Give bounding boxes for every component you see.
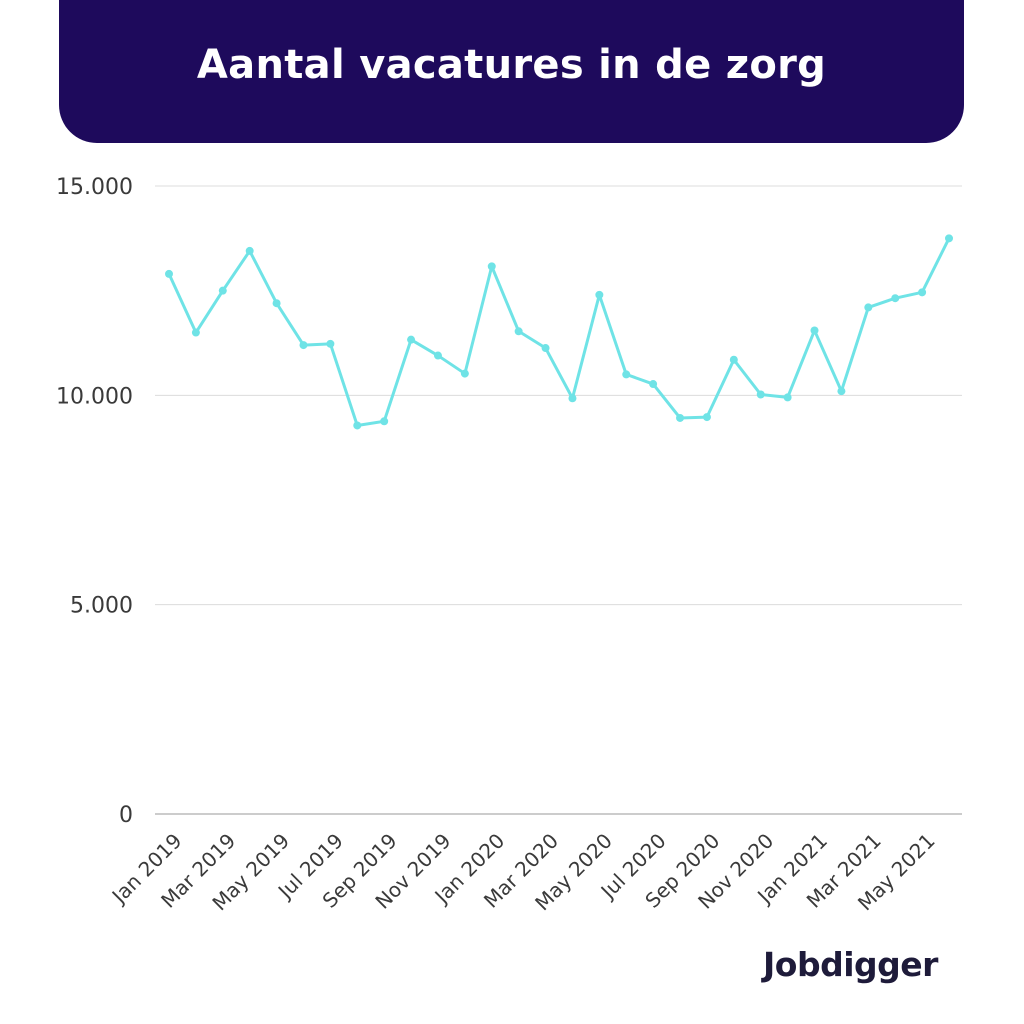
title-banner: Aantal vacatures in de zorg: [59, 0, 964, 143]
jobdigger-logo: Jobdigger: [763, 945, 938, 984]
data-point: [407, 335, 416, 344]
y-tick-label: 5.000: [70, 594, 133, 619]
data-point: [353, 421, 362, 430]
data-point: [568, 394, 577, 403]
data-point: [218, 286, 227, 295]
series-line: [167, 237, 951, 427]
y-tick-label: 0: [119, 803, 133, 828]
data-point: [702, 413, 711, 422]
data-point: [891, 294, 900, 303]
data-point: [676, 413, 685, 422]
data-point: [837, 387, 846, 396]
data-point: [245, 246, 254, 255]
data-point: [541, 344, 550, 353]
data-point: [460, 369, 469, 378]
data-point: [380, 417, 389, 426]
data-point: [783, 393, 792, 402]
data-point: [191, 328, 200, 337]
data-point: [595, 290, 604, 299]
y-tick-label: 15.000: [56, 175, 133, 200]
chart-title: Aantal vacatures in de zorg: [196, 41, 827, 88]
data-point: [165, 269, 173, 278]
data-point: [272, 299, 281, 308]
data-point: [622, 370, 631, 379]
data-point: [299, 341, 308, 350]
data-point: [756, 390, 765, 399]
data-point: [649, 380, 658, 389]
data-point: [433, 351, 442, 360]
y-tick-label: 10.000: [56, 384, 133, 409]
data-point: [729, 355, 738, 364]
data-point: [487, 262, 496, 271]
data-point: [810, 326, 819, 335]
data-point: [918, 288, 927, 297]
data-point: [514, 327, 523, 336]
data-point: [864, 303, 873, 312]
data-point: [326, 339, 335, 348]
data-point: [945, 234, 953, 243]
